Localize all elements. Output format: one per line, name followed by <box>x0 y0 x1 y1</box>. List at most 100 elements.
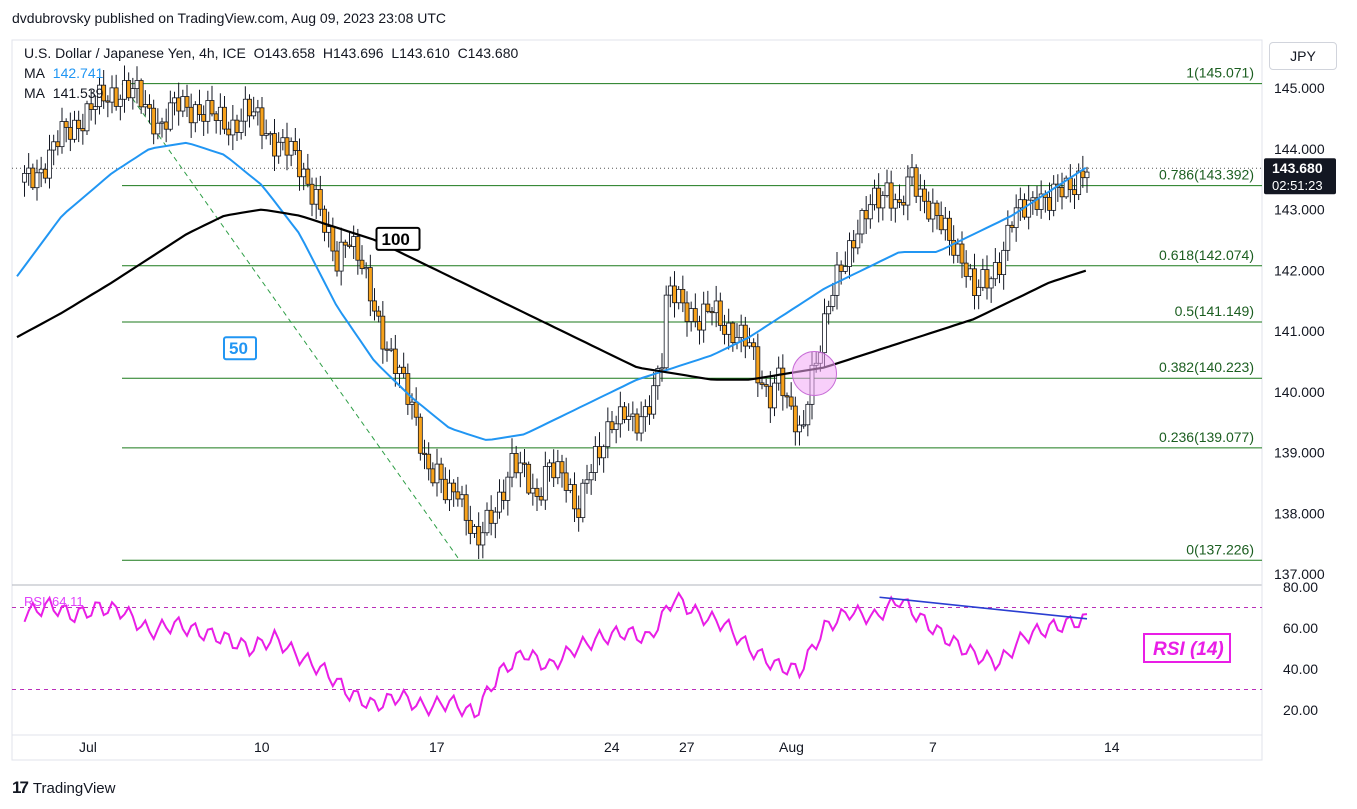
candle-body <box>355 236 361 261</box>
candle-body <box>1038 193 1044 210</box>
candle-body <box>38 168 44 174</box>
symbol-name: U.S. Dollar / Japanese Yen, 4h, ICE <box>24 45 246 61</box>
candle-body <box>626 415 632 420</box>
candle-body <box>542 466 548 501</box>
time-tick-label: 10 <box>254 739 270 755</box>
candle-body <box>888 182 894 209</box>
candle-body <box>1051 183 1057 211</box>
candle-body <box>372 300 377 312</box>
candle-body <box>284 137 290 156</box>
candle-body <box>630 413 636 417</box>
candle-body <box>176 97 182 112</box>
candle-body <box>592 446 598 473</box>
candle-body <box>105 100 111 103</box>
candle-body <box>901 202 907 206</box>
candle-body <box>792 405 798 433</box>
candle-body <box>67 126 73 140</box>
currency-button[interactable]: JPY <box>1269 42 1337 70</box>
footer-brand[interactable]: 17 TradingView <box>12 778 115 798</box>
rsi-legend-box <box>1143 633 1231 663</box>
fib-level-label: 0.5(141.149) <box>1175 303 1254 319</box>
candle-body <box>1072 189 1077 196</box>
candle-body <box>538 496 544 501</box>
candle-body <box>651 385 657 415</box>
ohlc-close: C143.680 <box>457 45 519 61</box>
fib-level-label: 0.786(143.392) <box>1159 167 1254 183</box>
candle-body <box>755 346 761 384</box>
candle-body <box>151 107 157 135</box>
candle-body <box>480 532 486 546</box>
price-tick-label: 139.000 <box>1274 445 1325 461</box>
candle-body <box>192 104 198 124</box>
candle-body <box>672 285 677 304</box>
candle-body <box>188 106 194 124</box>
candle-body <box>913 167 919 197</box>
candle-body <box>676 288 682 304</box>
candle-body <box>197 104 202 115</box>
candle-body <box>138 80 144 108</box>
rsi-current-value: 64.11 <box>52 594 84 609</box>
candle-body <box>397 366 402 374</box>
candle-body <box>609 421 615 430</box>
rsi-tick-label: 80.00 <box>1283 579 1318 595</box>
candle-body <box>567 484 573 491</box>
candle-body <box>747 342 752 347</box>
candle-body <box>1047 197 1052 211</box>
candle-body <box>238 120 244 133</box>
time-tick-label: 27 <box>679 739 695 755</box>
candle-body <box>642 406 648 418</box>
candle-body <box>938 215 944 231</box>
candle-body <box>451 482 457 493</box>
fib-level-label: 0(137.226) <box>1186 541 1254 557</box>
candle-body <box>80 128 86 132</box>
candle-body <box>972 268 977 296</box>
candle-body <box>438 463 444 480</box>
candle-body <box>280 137 286 143</box>
plot-frame <box>11 39 1263 761</box>
candle-body <box>826 306 832 315</box>
candle-body <box>292 141 298 152</box>
candle-body <box>767 385 773 409</box>
candle-body <box>855 233 861 249</box>
candle-body <box>905 176 911 206</box>
candle-body <box>501 491 507 501</box>
candle-body <box>1001 249 1007 276</box>
candle-body <box>497 491 502 513</box>
candle-body <box>876 187 882 209</box>
candle-body <box>663 294 669 369</box>
candle-body <box>997 262 1002 276</box>
candle-body <box>559 461 565 474</box>
candle-body <box>980 269 986 288</box>
candle-body <box>847 240 852 267</box>
candle-body <box>1017 199 1023 209</box>
candle-body <box>1084 171 1090 179</box>
candle-body <box>63 121 69 128</box>
rsi-indicator-label: RSI <box>24 594 46 609</box>
candle-body <box>297 150 302 178</box>
candle-body <box>247 98 252 117</box>
candle-body <box>155 122 161 135</box>
candle-body <box>409 401 415 405</box>
last-price-label: 143.680 <box>1272 160 1323 176</box>
candle-body <box>634 413 640 434</box>
candle-body <box>388 348 394 351</box>
candle-body <box>872 187 877 206</box>
candle-body <box>92 106 98 110</box>
candle-body <box>1005 224 1011 251</box>
candle-body <box>313 189 319 205</box>
candle-body <box>217 106 223 121</box>
candle-body <box>351 236 357 247</box>
time-tick-label: 24 <box>604 739 620 755</box>
candle-body <box>705 303 711 312</box>
candle-body <box>309 183 315 205</box>
candle-body <box>72 119 77 140</box>
candle-body <box>751 342 757 348</box>
candle-body <box>622 406 627 420</box>
candle-body <box>730 322 736 344</box>
ma2-value: 141.539 <box>52 85 104 101</box>
candle-body <box>492 511 498 524</box>
candle-body <box>142 104 148 108</box>
candle-body <box>426 453 432 470</box>
candle-body <box>259 107 265 136</box>
